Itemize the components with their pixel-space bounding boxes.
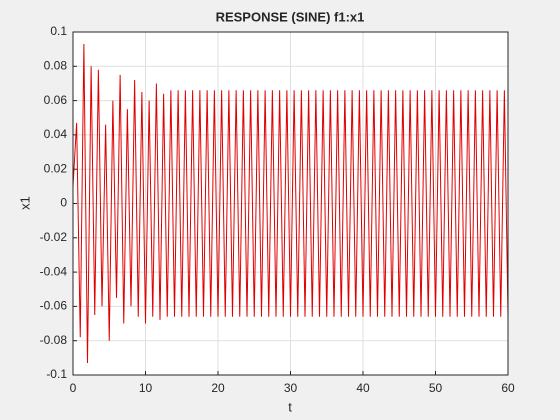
x-tick-label: 60 <box>501 381 515 395</box>
axes-box <box>72 31 509 376</box>
x-tick-label: 50 <box>429 381 443 395</box>
y-tick-label: -0.08 <box>40 333 68 347</box>
x-tick-label: 20 <box>211 381 225 395</box>
y-tick-label: 0.1 <box>50 24 67 38</box>
y-tick-label: -0.1 <box>46 367 67 381</box>
x-tick-label: 10 <box>139 381 153 395</box>
x-tick-label: 40 <box>356 381 370 395</box>
x-tick-label: 30 <box>284 381 298 395</box>
y-tick-label: -0.04 <box>40 264 68 278</box>
y-axis-label: x1 <box>17 196 32 210</box>
x-tick-label: 0 <box>70 381 77 395</box>
chart-title: RESPONSE (SINE) f1:x1 <box>216 9 365 24</box>
x-axis-label: t <box>288 399 292 414</box>
y-tick-label: 0.08 <box>44 58 68 72</box>
y-tick-label: -0.06 <box>40 299 68 313</box>
y-tick-label: -0.02 <box>40 230 68 244</box>
y-tick-label: 0.06 <box>44 93 68 107</box>
y-tick-label: 0.04 <box>44 127 68 141</box>
y-tick-label: 0.02 <box>44 161 68 175</box>
data-line <box>72 43 509 364</box>
y-tick-label: 0 <box>60 196 67 210</box>
